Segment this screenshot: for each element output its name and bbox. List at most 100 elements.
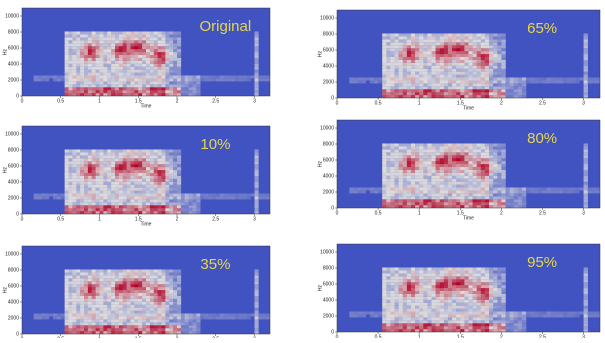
x-tick-label: 3 [582, 210, 585, 216]
annotation: 10% [200, 136, 230, 153]
y-tick-label: 2000 [8, 195, 19, 201]
annotation: 80% [527, 130, 557, 147]
annotation: 65% [527, 20, 557, 37]
x-tick-label: 2.5 [212, 216, 219, 222]
y-tick-label: 6000 [8, 283, 19, 289]
y-tick-label: 10000 [5, 251, 19, 257]
y-tick-label: 8000 [8, 29, 19, 35]
y-tick-label: 0 [16, 93, 19, 99]
plot-frame [336, 9, 601, 99]
y-tick-label: 10000 [5, 131, 19, 137]
x-tick-label: 0.5 [57, 216, 64, 222]
x-tick-label: 1 [418, 334, 421, 338]
y-tick-label: 0 [331, 95, 334, 101]
y-tick-label: 0 [16, 211, 19, 217]
x-tick-label: 2 [500, 334, 503, 338]
y-tick-label: 6000 [323, 281, 334, 287]
x-tick-label: 0.5 [375, 210, 382, 216]
plot-frame [336, 119, 601, 209]
plot-frame [336, 243, 601, 333]
y-tick-label: 8000 [8, 147, 19, 153]
spectrogram [22, 126, 270, 214]
x-tick-label: 1.5 [135, 98, 142, 104]
y-tick-label: 2000 [8, 315, 19, 321]
y-tick-label: 0 [331, 329, 334, 335]
x-tick-label: 2 [500, 100, 503, 106]
y-tick-label: 8000 [8, 267, 19, 273]
x-tick-label: 2.5 [539, 210, 546, 216]
y-axis-label: Hz [317, 50, 323, 57]
spectrogram [337, 244, 600, 332]
x-tick-label: 2 [176, 216, 179, 222]
x-tick-label: 0 [336, 100, 339, 106]
y-tick-label: 0 [331, 205, 334, 211]
x-axis-label: Time [141, 221, 152, 227]
x-axis-label: Time [463, 215, 474, 221]
x-axis-label: Time [463, 105, 474, 111]
x-tick-label: 0 [336, 210, 339, 216]
y-tick-label: 2000 [323, 313, 334, 319]
plot-frame [21, 245, 271, 335]
x-tick-label: 3 [582, 334, 585, 338]
y-tick-label: 6000 [323, 157, 334, 163]
x-tick-label: 0.5 [375, 100, 382, 106]
y-tick-label: 4000 [323, 297, 334, 303]
x-tick-label: 1.5 [457, 334, 464, 338]
x-tick-label: 1.5 [457, 210, 464, 216]
spectrogram [337, 10, 600, 98]
x-tick-label: 1 [98, 98, 101, 104]
annotation: 35% [200, 256, 230, 273]
y-tick-label: 4000 [8, 179, 19, 185]
x-tick-label: 2.5 [539, 334, 546, 338]
y-tick-label: 2000 [8, 77, 19, 83]
y-tick-label: 10000 [5, 13, 19, 19]
x-tick-label: 0 [336, 334, 339, 338]
y-tick-label: 4000 [323, 173, 334, 179]
x-tick-label: 0 [21, 216, 24, 222]
x-tick-label: 1 [98, 216, 101, 222]
x-tick-label: 0.5 [375, 334, 382, 338]
y-tick-label: 4000 [323, 63, 334, 69]
spectrogram [337, 120, 600, 208]
x-tick-label: 2 [176, 98, 179, 104]
x-axis-label: Time [141, 103, 152, 109]
y-tick-label: 8000 [323, 141, 334, 147]
x-tick-label: 0 [21, 98, 24, 104]
x-tick-label: 1 [418, 100, 421, 106]
y-tick-label: 4000 [8, 61, 19, 67]
x-tick-label: 3 [582, 100, 585, 106]
x-tick-label: 1.5 [457, 100, 464, 106]
y-axis-label: Hz [317, 160, 323, 167]
x-tick-label: 1 [418, 210, 421, 216]
y-axis-label: Hz [317, 284, 323, 291]
y-axis-label: Hz [2, 286, 8, 293]
annotation: 95% [527, 254, 557, 271]
panel: 00.511.522.530200040006000800010000TimeH… [317, 243, 601, 343]
x-tick-label: 3 [253, 98, 256, 104]
annotation: Original [200, 18, 252, 35]
y-tick-label: 10000 [320, 249, 334, 255]
y-tick-label: 10000 [320, 125, 334, 131]
y-axis-label: Hz [2, 48, 8, 55]
y-tick-label: 6000 [323, 47, 334, 53]
x-tick-label: 2.5 [539, 100, 546, 106]
y-tick-label: 0 [16, 331, 19, 337]
spectrogram [22, 246, 270, 334]
plot-frame [21, 125, 271, 215]
y-tick-label: 4000 [8, 299, 19, 305]
y-tick-label: 2000 [323, 189, 334, 195]
y-tick-label: 6000 [8, 163, 19, 169]
x-tick-label: 1.5 [135, 216, 142, 222]
y-axis-label: Hz [2, 166, 8, 173]
y-tick-label: 8000 [323, 265, 334, 271]
x-tick-label: 2.5 [212, 98, 219, 104]
y-tick-label: 6000 [8, 45, 19, 51]
plot-frame [21, 7, 271, 97]
y-tick-label: 2000 [323, 79, 334, 85]
